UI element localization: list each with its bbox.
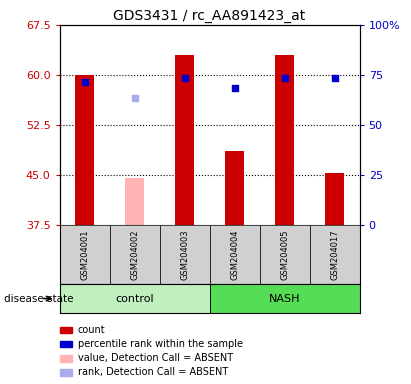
Bar: [60, 355, 72, 362]
Text: count: count: [78, 325, 105, 335]
Text: GSM204001: GSM204001: [80, 229, 89, 280]
Bar: [60, 369, 72, 376]
Bar: [275, 55, 294, 225]
Point: [281, 75, 288, 81]
Bar: [309, 225, 360, 284]
Text: NASH: NASH: [269, 293, 300, 304]
Point: [231, 85, 238, 91]
Text: percentile rank within the sample: percentile rank within the sample: [78, 339, 242, 349]
Bar: [60, 225, 110, 284]
Bar: [75, 75, 94, 225]
Bar: [125, 178, 144, 225]
Point: [132, 95, 138, 101]
Bar: [110, 225, 159, 284]
Bar: [175, 55, 194, 225]
Point: [181, 75, 188, 81]
Text: GSM204004: GSM204004: [230, 229, 239, 280]
Bar: [60, 327, 72, 333]
Point: [331, 75, 338, 81]
Text: GSM204017: GSM204017: [330, 229, 339, 280]
Text: GSM204005: GSM204005: [280, 229, 289, 280]
Point: [81, 78, 88, 84]
Text: control: control: [115, 293, 154, 304]
Text: rank, Detection Call = ABSENT: rank, Detection Call = ABSENT: [78, 367, 228, 377]
Bar: [225, 151, 244, 225]
Text: GSM204003: GSM204003: [180, 229, 189, 280]
Bar: [260, 225, 309, 284]
Bar: [60, 284, 210, 313]
Bar: [210, 225, 260, 284]
Bar: [210, 284, 360, 313]
Bar: [325, 174, 344, 225]
Text: value, Detection Call = ABSENT: value, Detection Call = ABSENT: [78, 353, 233, 363]
Text: GSM204002: GSM204002: [130, 229, 139, 280]
Text: disease state: disease state: [4, 293, 74, 304]
Bar: [159, 225, 210, 284]
Title: GDS3431 / rc_AA891423_at: GDS3431 / rc_AA891423_at: [113, 8, 306, 23]
Bar: [60, 341, 72, 348]
